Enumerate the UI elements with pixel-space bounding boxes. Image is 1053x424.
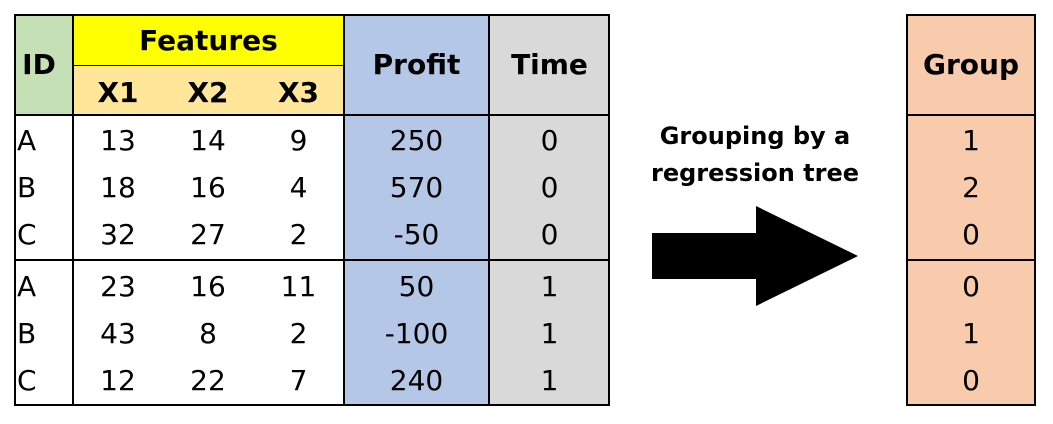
row-x3: 11 (280, 270, 317, 303)
row-x1: 18 (100, 171, 136, 204)
row-x3: 9 (289, 124, 308, 157)
divider-time (488, 14, 490, 406)
row-x3: 7 (289, 364, 308, 397)
row-time: 1 (540, 270, 559, 303)
row-time: 1 (540, 364, 559, 397)
group-header: Group (922, 48, 1019, 81)
row-id: B (17, 317, 37, 350)
row-x1: 32 (100, 218, 136, 251)
x-header-fill (73, 66, 344, 115)
group-divider-period (906, 259, 1036, 261)
group-border-bottom (906, 404, 1036, 406)
row-x1: 23 (100, 270, 136, 303)
x3-header: X3 (277, 76, 320, 109)
divider-id (72, 14, 74, 406)
row-x2: 27 (190, 218, 226, 251)
divider-header (14, 114, 610, 116)
row-x1: 43 (100, 317, 136, 350)
row-id: C (17, 364, 37, 397)
id-header-fill (14, 14, 73, 115)
table-border-top (14, 14, 610, 16)
group-value: 1 (962, 317, 980, 350)
divider-period (14, 259, 610, 261)
right-arrow-icon (652, 206, 858, 306)
row-profit: -50 (393, 218, 440, 251)
row-x2: 16 (190, 270, 226, 303)
profit-column-fill (344, 14, 489, 406)
row-x2: 8 (199, 317, 217, 350)
x2-header: X2 (187, 76, 229, 109)
features-header-fill (73, 14, 344, 66)
table-border-bottom (14, 404, 610, 406)
row-time: 1 (540, 317, 559, 350)
group-value: 1 (962, 124, 980, 157)
row-profit: 570 (389, 171, 444, 204)
profit-header: Profit (372, 48, 461, 81)
row-x1: 13 (100, 124, 136, 157)
row-x2: 22 (190, 364, 226, 397)
row-time: 0 (540, 218, 559, 251)
row-id: B (17, 171, 37, 204)
time-header: Time (511, 48, 588, 81)
row-time: 0 (540, 171, 559, 204)
group-value: 0 (962, 364, 980, 397)
arrow-label-line1: Grouping by a (659, 122, 851, 150)
time-column-fill (489, 14, 610, 406)
row-id: A (17, 270, 37, 303)
group-table: Group 1 2 0 0 1 0 (906, 14, 1036, 406)
row-profit: -100 (384, 317, 449, 350)
x1-header: X1 (97, 76, 139, 109)
group-value: 0 (962, 218, 980, 251)
group-border-right (1034, 14, 1036, 406)
id-header: ID (22, 48, 56, 81)
row-id: A (17, 124, 37, 157)
divider-features (73, 65, 344, 66)
arrow-label: Grouping by a regression tree (630, 118, 880, 194)
group-value: 2 (962, 171, 980, 204)
row-x3: 4 (289, 171, 308, 204)
arrow-label-line2: regression tree (651, 159, 859, 187)
table-border-left (14, 14, 16, 406)
group-value: 0 (962, 270, 980, 303)
feature-table: ID Features X1 X2 X3 Profit Time A 13 14… (14, 14, 610, 406)
group-border-top (906, 14, 1036, 16)
row-profit: 50 (398, 270, 435, 303)
row-x2: 14 (190, 124, 226, 157)
row-x3: 2 (289, 218, 308, 251)
row-profit: 250 (389, 124, 444, 157)
table-border-right (608, 14, 610, 406)
row-time: 0 (540, 124, 559, 157)
row-id: C (17, 218, 37, 251)
features-header: Features (139, 23, 278, 57)
row-x3: 2 (289, 317, 308, 350)
divider-profit (343, 14, 345, 406)
row-x2: 16 (190, 171, 226, 204)
group-divider-header (906, 114, 1036, 116)
row-profit: 240 (389, 364, 444, 397)
row-x1: 12 (100, 364, 136, 397)
group-border-left (906, 14, 908, 406)
